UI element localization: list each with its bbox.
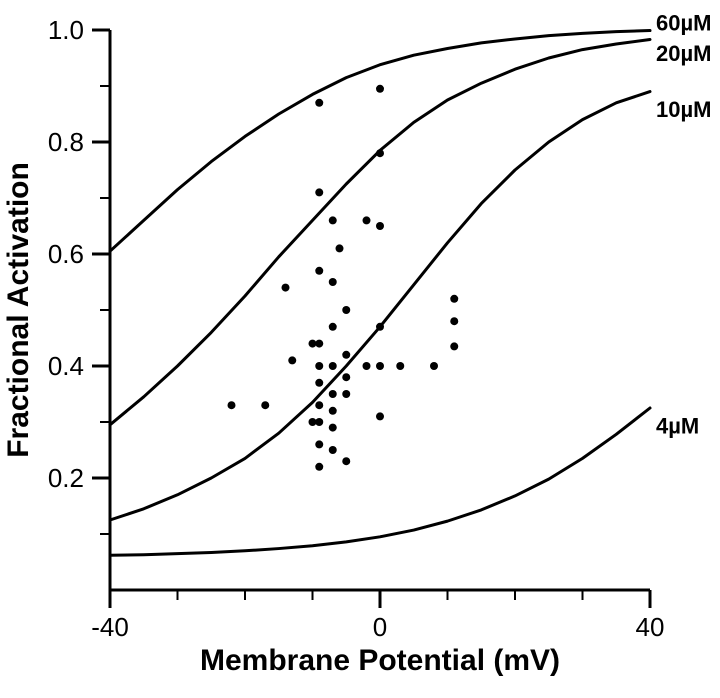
scatter-point [329, 424, 337, 432]
scatter-point [261, 401, 269, 409]
scatter-point [450, 342, 458, 350]
curve-label-60uM: 60µM [656, 10, 711, 35]
scatter-point [315, 188, 323, 196]
y-tick-label: 0.8 [48, 127, 84, 157]
scatter-point [315, 418, 323, 426]
scatter-point [430, 362, 438, 370]
x-tick-label: 40 [636, 612, 665, 642]
scatter-point [336, 244, 344, 252]
y-tick-label: 0.2 [48, 463, 84, 493]
scatter-point [315, 440, 323, 448]
scatter-point [376, 149, 384, 157]
scatter-point [342, 373, 350, 381]
scatter-point [376, 85, 384, 93]
chart-container: -40 0 40 0.2 0.4 0.6 0.8 1.0 Membrane Potential … [0, 0, 720, 698]
scatter-point [376, 362, 384, 370]
scatter-point [342, 457, 350, 465]
y-tick-label: 1.0 [48, 15, 84, 45]
scatter-point [329, 390, 337, 398]
scatter-point [329, 362, 337, 370]
scatter-point [315, 379, 323, 387]
curve-label-10uM: 10µM [656, 97, 711, 122]
scatter-point [288, 356, 296, 364]
scatter-point [329, 278, 337, 286]
scatter-point [329, 216, 337, 224]
chart-svg: -40 0 40 0.2 0.4 0.6 0.8 1.0 Membrane Potential … [0, 0, 720, 698]
scatter-point [228, 401, 236, 409]
scatter-point [315, 463, 323, 471]
x-axis-label: Membrane Potential (mV) [200, 644, 560, 677]
scatter-point [363, 362, 371, 370]
scatter-point [342, 306, 350, 314]
x-tick-label: -40 [91, 612, 129, 642]
y-axis-label: Fractional Activation [2, 162, 35, 458]
curve-label-4uM: 4µM [656, 414, 699, 439]
scatter-point [315, 340, 323, 348]
y-tick-label: 0.4 [48, 351, 84, 381]
scatter-point [282, 284, 290, 292]
scatter-point [342, 351, 350, 359]
scatter-point [315, 99, 323, 107]
scatter-point [329, 323, 337, 331]
scatter-point [376, 412, 384, 420]
scatter-point [315, 401, 323, 409]
curve-label-20uM: 20µM [656, 41, 711, 66]
scatter-point [342, 390, 350, 398]
scatter-point [450, 317, 458, 325]
scatter-point [329, 446, 337, 454]
scatter-point [376, 222, 384, 230]
scatter-point [315, 362, 323, 370]
scatter-point [396, 362, 404, 370]
scatter-point [363, 216, 371, 224]
x-tick-label: 0 [373, 612, 387, 642]
scatter-point [376, 323, 384, 331]
y-tick-label: 0.6 [48, 239, 84, 269]
scatter-point [329, 407, 337, 415]
scatter-point [450, 295, 458, 303]
scatter-point [315, 267, 323, 275]
